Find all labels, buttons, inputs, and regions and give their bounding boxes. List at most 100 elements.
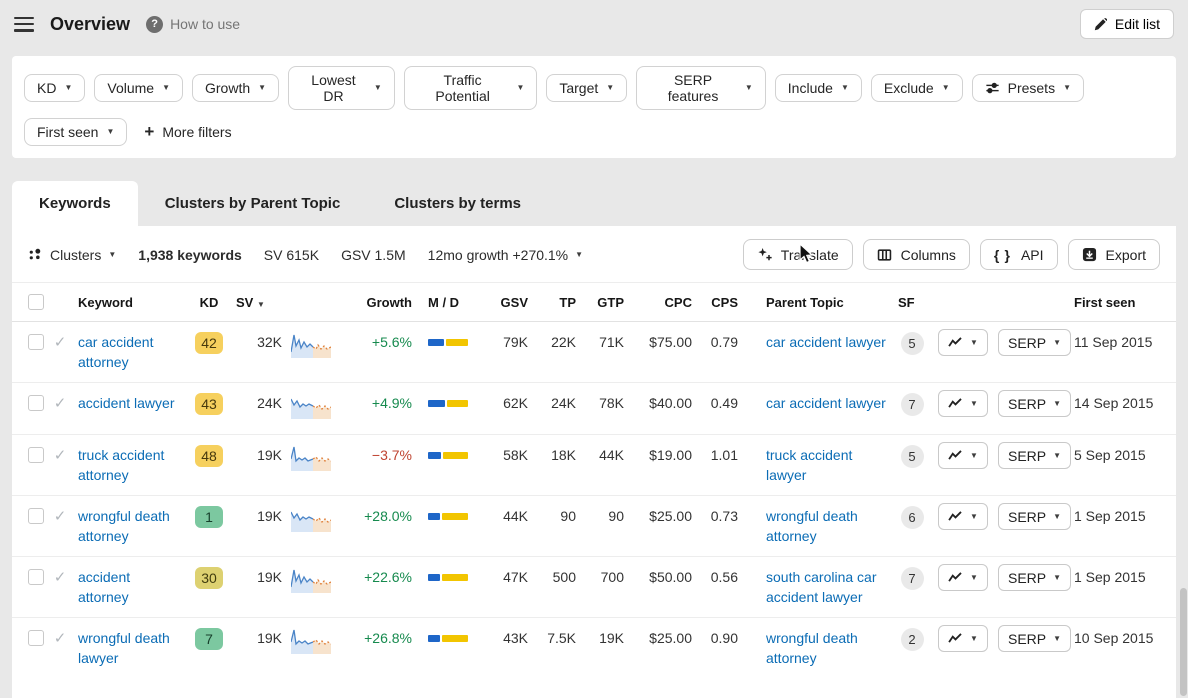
column-header-gtp[interactable]: GTP — [580, 283, 628, 322]
line-chart-icon — [948, 398, 962, 408]
cpc-value: $25.00 — [649, 630, 692, 646]
how-to-use-link[interactable]: ? How to use — [146, 15, 240, 33]
filter-growth-button[interactable]: Growth ▼ — [192, 74, 280, 102]
filter-lowest-dr-button[interactable]: Lowest DR ▼ — [288, 66, 395, 110]
tab-keywords[interactable]: Keywords — [12, 181, 138, 226]
tp-value: 24K — [532, 382, 580, 435]
tab-clusters-by-parent-topic[interactable]: Clusters by Parent Topic — [164, 195, 341, 212]
chevron-down-icon: ▼ — [970, 337, 978, 347]
filter-exclude-button[interactable]: Exclude ▼ — [870, 74, 963, 102]
select-all-checkbox[interactable] — [28, 294, 44, 310]
trend-chart-button[interactable]: ▼ — [938, 625, 988, 652]
chevron-down-icon: ▼ — [1053, 572, 1062, 582]
gsv-value: 47K — [480, 556, 532, 618]
volume-trend-sparkline — [290, 565, 332, 598]
export-download-icon — [1082, 247, 1096, 262]
chevron-down-icon: ▼ — [840, 83, 849, 92]
api-button[interactable]: { } API — [979, 239, 1058, 270]
trend-chart-button[interactable]: ▼ — [938, 390, 988, 417]
search-volume-value: 24K — [232, 382, 286, 435]
column-header-parent-topic[interactable]: Parent Topic — [742, 283, 894, 322]
keyword-link[interactable]: car accident attorney — [78, 334, 154, 370]
row-checkbox[interactable] — [28, 395, 44, 411]
keyword-link[interactable]: wrongful death attorney — [78, 508, 170, 544]
toolbar-actions: Translate Columns { } API Export — [742, 239, 1160, 270]
more-filters-button[interactable]: + More filters — [144, 122, 231, 142]
hamburger-menu-icon[interactable] — [14, 16, 34, 32]
serp-label: SERP — [1008, 447, 1047, 464]
column-header-cps[interactable]: CPS — [696, 283, 742, 322]
translate-button[interactable]: Translate — [742, 239, 853, 270]
growth-summary-dropdown[interactable]: 12mo growth +270.1% ▼ — [428, 247, 583, 263]
filter-volume-button[interactable]: Volume ▼ — [94, 74, 183, 102]
row-checkbox[interactable] — [28, 447, 44, 463]
translate-icon — [758, 247, 772, 261]
chevron-down-icon: ▼ — [1053, 398, 1062, 408]
keyword-link[interactable]: accident lawyer — [78, 395, 175, 411]
volume-trend-sparkline — [290, 391, 332, 424]
filter-serp-features-button[interactable]: SERP features ▼ — [636, 66, 766, 110]
filter-include-button[interactable]: Include ▼ — [774, 74, 862, 102]
serp-label: SERP — [1008, 569, 1047, 586]
row-checkbox[interactable] — [28, 334, 44, 350]
pencil-icon — [1094, 17, 1107, 30]
column-header-sf[interactable]: SF — [894, 283, 934, 322]
column-header-md[interactable]: M / D — [416, 283, 480, 322]
plus-icon: + — [144, 122, 155, 141]
serp-button[interactable]: SERP ▼ — [998, 442, 1072, 469]
column-header-keyword[interactable]: Keyword — [74, 283, 186, 322]
in-list-check-icon: ✓ — [53, 508, 67, 525]
trend-chart-button[interactable]: ▼ — [938, 564, 988, 591]
filter-label: KD — [37, 80, 57, 96]
row-checkbox[interactable] — [28, 569, 44, 585]
columns-button[interactable]: Columns — [862, 239, 970, 270]
serp-button[interactable]: SERP ▼ — [998, 329, 1072, 356]
serp-button[interactable]: SERP ▼ — [998, 625, 1072, 652]
column-header-kd[interactable]: KD — [186, 283, 232, 322]
parent-topic-link[interactable]: car accident lawyer — [766, 334, 886, 350]
serp-label: SERP — [1008, 334, 1047, 351]
row-checkbox[interactable] — [28, 630, 44, 646]
trend-chart-button[interactable]: ▼ — [938, 442, 988, 469]
parent-topic-link[interactable]: south carolina car accident lawyer — [766, 569, 877, 605]
keyword-link[interactable]: accident attorney — [78, 569, 131, 605]
column-header-tp[interactable]: TP — [532, 283, 580, 322]
serp-button[interactable]: SERP ▼ — [998, 564, 1072, 591]
serp-button[interactable]: SERP ▼ — [998, 390, 1072, 417]
cpc-value: $75.00 — [628, 321, 696, 383]
edit-list-button[interactable]: Edit list — [1079, 9, 1174, 39]
tab-clusters-by-terms[interactable]: Clusters by terms — [394, 195, 522, 212]
presets-button[interactable]: Presets ▼ — [971, 74, 1084, 102]
trend-chart-button[interactable]: ▼ — [938, 503, 988, 530]
gsv-value: 79K — [480, 321, 532, 383]
filter-label: Exclude — [883, 80, 934, 96]
serp-button[interactable]: SERP ▼ — [998, 503, 1072, 530]
gsv-value: 44K — [480, 495, 532, 557]
parent-topic-link[interactable]: wrongful death attorney — [766, 630, 858, 666]
keyword-link[interactable]: wrongful death lawyer — [78, 630, 170, 666]
parent-topic-link[interactable]: wrongful death attorney — [766, 508, 858, 544]
parent-topic-link[interactable]: car accident lawyer — [766, 395, 886, 411]
column-header-cpc[interactable]: CPC — [628, 283, 696, 322]
filter-traffic-potential-button[interactable]: Traffic Potential ▼ — [403, 66, 538, 110]
column-header-sv[interactable]: SV ▼ — [232, 283, 286, 322]
trend-chart-button[interactable]: ▼ — [938, 329, 988, 356]
column-header-gsv[interactable]: GSV — [480, 283, 532, 322]
export-button[interactable]: Export — [1067, 239, 1160, 270]
volume-trend-sparkline — [290, 504, 332, 537]
filter-first-seen-button[interactable]: First seen ▼ — [24, 118, 128, 146]
filter-target-button[interactable]: Target ▼ — [546, 74, 628, 102]
cps-value: 0.90 — [710, 630, 738, 646]
chevron-down-icon: ▼ — [162, 83, 170, 92]
vertical-scrollbar[interactable] — [1180, 588, 1187, 696]
keyword-row: ✓ wrongful death attorney 1 19K +28.0% 4… — [12, 495, 1176, 557]
parent-topic-link[interactable]: truck accident lawyer — [766, 447, 853, 483]
tp-value: 500 — [532, 556, 580, 618]
column-header-growth[interactable]: Growth — [336, 283, 416, 322]
clusters-dropdown[interactable]: Clusters ▼ — [28, 247, 116, 263]
mobile-desktop-bar — [428, 339, 468, 346]
keyword-link[interactable]: truck accident attorney — [78, 447, 165, 483]
column-header-first-seen[interactable]: First seen — [1070, 283, 1176, 322]
filter-kd-button[interactable]: KD ▼ — [24, 74, 86, 102]
row-checkbox[interactable] — [28, 508, 44, 524]
